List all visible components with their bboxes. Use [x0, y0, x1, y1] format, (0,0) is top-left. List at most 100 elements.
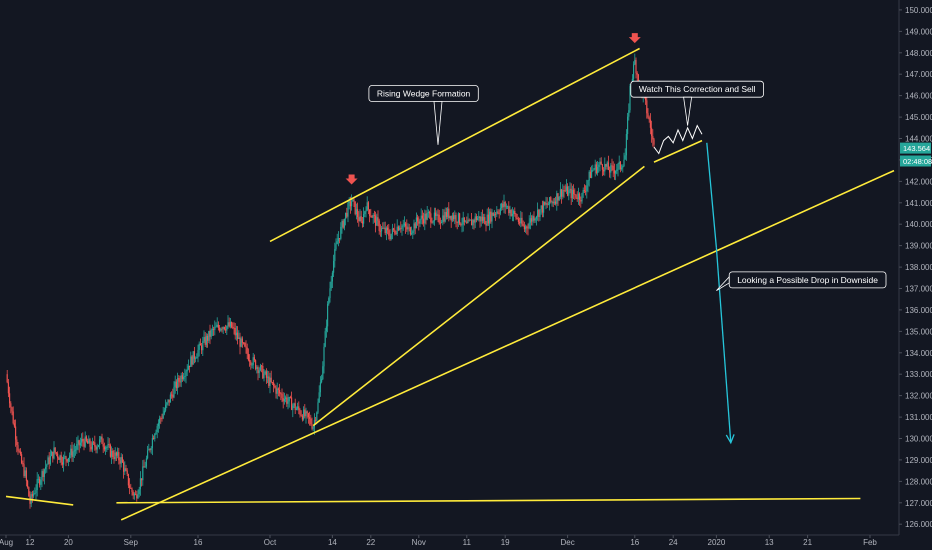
candle-body — [100, 436, 102, 440]
candle-body — [463, 217, 465, 222]
candle-body — [203, 337, 205, 342]
candle-body — [462, 217, 464, 225]
x-tick-label: 16 — [194, 538, 203, 547]
candle-body — [129, 485, 131, 488]
candle-body — [385, 227, 387, 234]
candle-body — [186, 369, 188, 372]
candle-body — [21, 454, 23, 464]
candle-body — [348, 201, 350, 203]
candle-body — [65, 456, 67, 460]
candle-body — [249, 360, 251, 362]
candle-body — [414, 223, 416, 229]
candle-body — [257, 367, 259, 374]
trendline-2[interactable] — [312, 165, 645, 427]
candle-body — [633, 64, 635, 79]
candle-body — [187, 365, 189, 370]
candle-body — [496, 211, 498, 214]
candle-body — [216, 324, 218, 327]
candle-body — [511, 213, 513, 216]
candle-body — [153, 438, 155, 439]
projection-arrowhead — [725, 434, 735, 445]
candle-body — [617, 164, 619, 170]
candle-body — [603, 169, 605, 172]
candle-body — [322, 366, 324, 380]
candle-body — [94, 442, 96, 447]
candle-body — [570, 188, 572, 199]
candle-body — [102, 443, 104, 447]
annotation-pointer — [716, 275, 730, 291]
candle-body — [160, 418, 162, 420]
x-tick-label: 21 — [803, 538, 812, 547]
candle-body — [407, 227, 409, 230]
candle-body — [316, 412, 318, 421]
candle-body — [95, 446, 97, 450]
candle-body — [31, 494, 33, 497]
candle-body — [245, 346, 247, 348]
candle-body — [373, 215, 375, 216]
annotation-3[interactable]: Looking a Possible Drop in Downside — [716, 271, 887, 291]
candle-body — [28, 487, 30, 497]
candle-body — [87, 441, 89, 444]
candle-body — [11, 407, 13, 412]
x-tick-label: 14 — [328, 538, 337, 547]
candle-body — [378, 220, 380, 231]
candle-body — [141, 478, 143, 481]
candle-body — [232, 327, 234, 329]
candle-body — [357, 209, 359, 218]
candle-body — [277, 388, 279, 390]
candle-body — [334, 249, 336, 261]
candle-body — [171, 394, 173, 396]
candle-body — [523, 225, 525, 230]
candle-body — [495, 213, 497, 215]
candle-body — [418, 221, 420, 224]
candle-body — [133, 493, 135, 496]
trendline-5[interactable] — [116, 497, 861, 504]
candle-body — [598, 164, 600, 167]
candle-body — [241, 338, 243, 343]
candle-body — [485, 224, 487, 226]
candle-body — [184, 376, 186, 377]
candle-body — [274, 385, 276, 388]
candle-body — [189, 365, 191, 367]
candle-body — [365, 210, 367, 212]
trendline-1[interactable] — [269, 47, 640, 243]
candle-body — [457, 213, 459, 223]
candle-body — [419, 219, 421, 224]
candle-body — [526, 226, 528, 228]
candle-body — [618, 161, 620, 165]
candle-body — [577, 193, 579, 200]
y-tick-label: 135.000 — [905, 327, 932, 336]
candle-body — [330, 281, 332, 289]
candle-body — [301, 415, 303, 420]
annotation-2[interactable]: Watch This Correction and Sell — [630, 80, 764, 126]
candle-body — [123, 462, 125, 472]
candle-body — [166, 402, 168, 405]
candle-body — [450, 215, 452, 221]
candle-body — [624, 155, 626, 160]
trendline-6[interactable] — [653, 139, 703, 163]
candle-body — [517, 218, 519, 222]
candle-body — [271, 382, 273, 383]
candle-body — [37, 479, 39, 480]
time-axis[interactable]: Aug 12 20 Sep 16 Oct 14 22 Nov 11 19 Dec 16 24 2020 13 2… — [0, 535, 877, 547]
trendline-4[interactable] — [5, 495, 74, 506]
candle-body — [502, 203, 504, 208]
candle-body — [420, 215, 422, 220]
y-tick-label: 145.000 — [905, 113, 932, 122]
candle-body — [247, 353, 249, 361]
candle-body — [594, 164, 596, 170]
candle-body — [509, 210, 511, 213]
candle-body — [280, 393, 282, 395]
candle-body — [589, 171, 591, 178]
candle-body — [81, 439, 83, 443]
candle-body — [545, 203, 547, 205]
candle-body — [198, 343, 200, 350]
annotation-pointer — [683, 96, 693, 126]
candle-body — [231, 322, 233, 328]
annotation-1[interactable]: Rising Wedge Formation — [368, 85, 479, 145]
trendline-3[interactable] — [120, 169, 895, 521]
candle-body — [309, 417, 311, 419]
candle-body — [653, 139, 655, 145]
candle-body — [364, 211, 366, 214]
